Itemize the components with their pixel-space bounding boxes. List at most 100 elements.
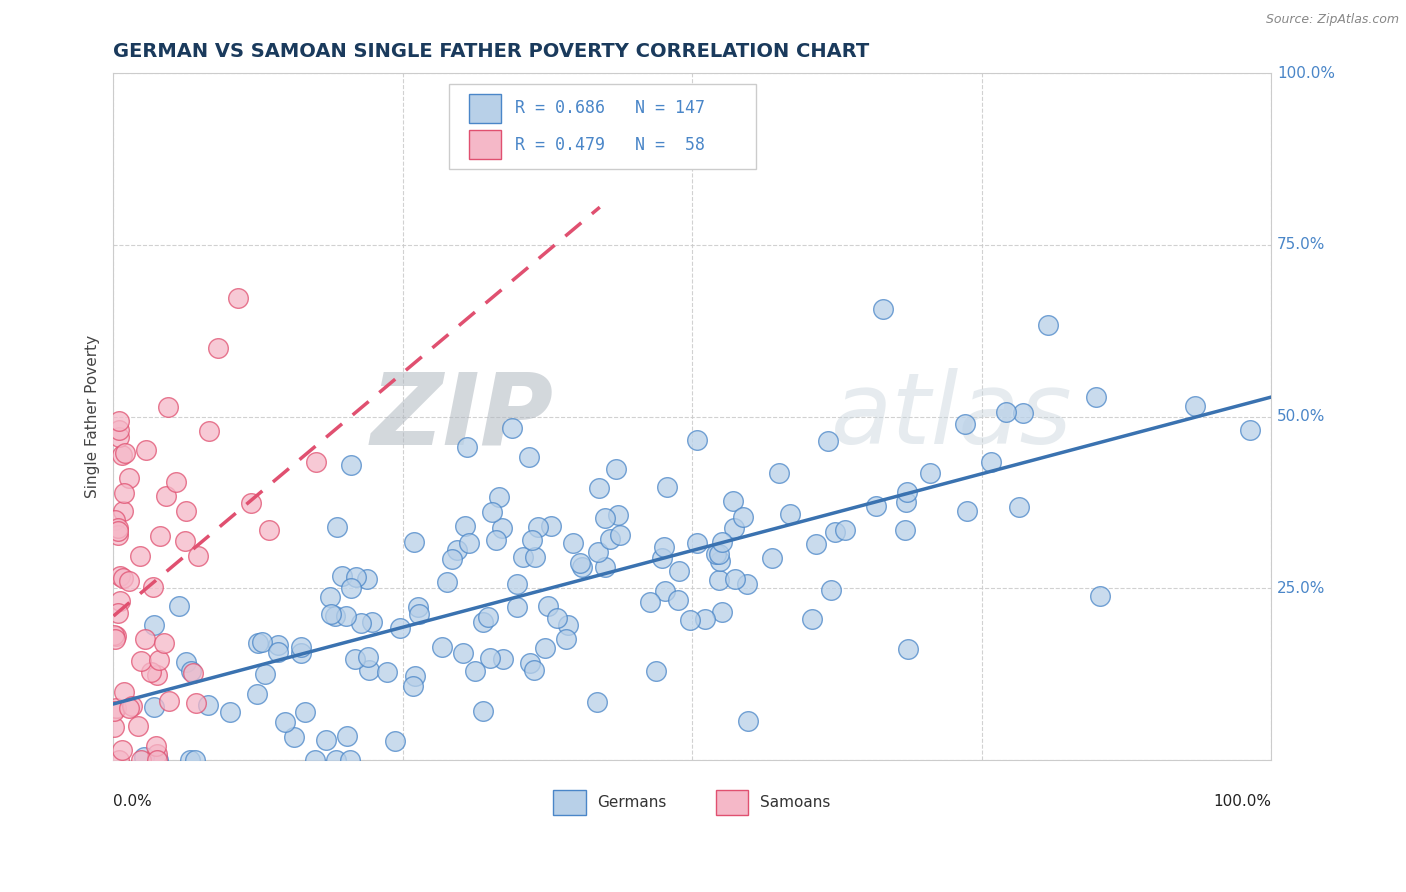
Point: [456, 441, 478, 455]
Point: [711, 605, 734, 619]
Point: [953, 417, 976, 432]
Point: [111, 743, 134, 757]
Point: [359, 663, 381, 677]
Point: [197, 698, 219, 713]
Point: [686, 535, 709, 549]
Point: [176, 504, 198, 518]
Point: [146, 753, 169, 767]
Point: [103, 720, 125, 734]
Point: [127, 719, 149, 733]
Text: Source: ZipAtlas.com: Source: ZipAtlas.com: [1265, 13, 1399, 27]
Point: [588, 481, 610, 495]
Point: [181, 666, 204, 681]
Point: [155, 489, 177, 503]
Point: [254, 666, 277, 681]
Point: [491, 521, 513, 535]
Point: [257, 523, 280, 537]
Point: [290, 640, 312, 655]
Point: [492, 651, 515, 665]
Point: [304, 753, 326, 767]
Point: [454, 518, 477, 533]
Point: [267, 645, 290, 659]
Point: [652, 540, 675, 554]
Point: [246, 687, 269, 701]
Point: [865, 499, 887, 513]
Point: [129, 655, 152, 669]
Text: GERMAN VS SAMOAN SINGLE FATHER POVERTY CORRELATION CHART: GERMAN VS SAMOAN SINGLE FATHER POVERTY C…: [114, 42, 870, 61]
Point: [804, 537, 827, 551]
Point: [485, 533, 508, 548]
Point: [707, 573, 730, 587]
Point: [723, 520, 745, 534]
Point: [112, 504, 135, 518]
Point: [1085, 390, 1108, 404]
Point: [118, 700, 141, 714]
Point: [179, 753, 201, 767]
Point: [723, 572, 745, 586]
Point: [108, 753, 131, 767]
Point: [174, 534, 197, 549]
Point: [107, 527, 129, 541]
Point: [609, 528, 631, 542]
Point: [146, 668, 169, 682]
Point: [148, 653, 170, 667]
Point: [104, 630, 127, 644]
Point: [326, 520, 349, 534]
Point: [711, 535, 734, 549]
FancyBboxPatch shape: [470, 130, 502, 159]
Point: [198, 424, 221, 438]
Point: [118, 471, 141, 485]
Text: Germans: Germans: [598, 795, 666, 810]
Point: [666, 593, 689, 607]
Point: [104, 513, 127, 527]
Point: [801, 612, 824, 626]
Point: [404, 668, 426, 682]
Point: [408, 600, 430, 615]
Point: [607, 508, 630, 522]
Point: [184, 696, 207, 710]
Point: [142, 580, 165, 594]
Point: [477, 610, 499, 624]
Point: [283, 730, 305, 744]
Point: [1184, 399, 1206, 413]
Point: [1038, 318, 1060, 332]
Point: [129, 753, 152, 767]
Point: [319, 590, 342, 604]
Point: [402, 680, 425, 694]
Y-axis label: Single Father Poverty: Single Father Poverty: [86, 335, 100, 498]
Point: [436, 575, 458, 590]
Text: R = 0.686   N = 147: R = 0.686 N = 147: [515, 99, 706, 118]
Point: [184, 753, 207, 767]
FancyBboxPatch shape: [450, 84, 756, 169]
Point: [132, 749, 155, 764]
Point: [557, 618, 579, 632]
Point: [651, 550, 673, 565]
Point: [588, 545, 610, 559]
Point: [107, 607, 129, 621]
Point: [654, 584, 676, 599]
Point: [112, 571, 135, 585]
Point: [1239, 423, 1261, 437]
Point: [593, 511, 616, 525]
Point: [110, 569, 132, 583]
Point: [527, 520, 550, 534]
Point: [103, 628, 125, 642]
Point: [250, 634, 273, 648]
Text: 75.0%: 75.0%: [1277, 237, 1326, 252]
Point: [540, 519, 562, 533]
Point: [562, 536, 585, 550]
Point: [896, 641, 918, 656]
Point: [108, 423, 131, 437]
Point: [440, 551, 463, 566]
Point: [980, 455, 1002, 469]
Point: [219, 705, 242, 719]
Point: [142, 618, 165, 632]
Text: Samoans: Samoans: [759, 795, 830, 810]
Point: [834, 523, 856, 537]
Point: [506, 599, 529, 614]
Point: [187, 549, 209, 563]
Point: [167, 599, 190, 613]
Point: [361, 615, 384, 630]
Point: [273, 715, 295, 730]
Point: [768, 466, 790, 480]
